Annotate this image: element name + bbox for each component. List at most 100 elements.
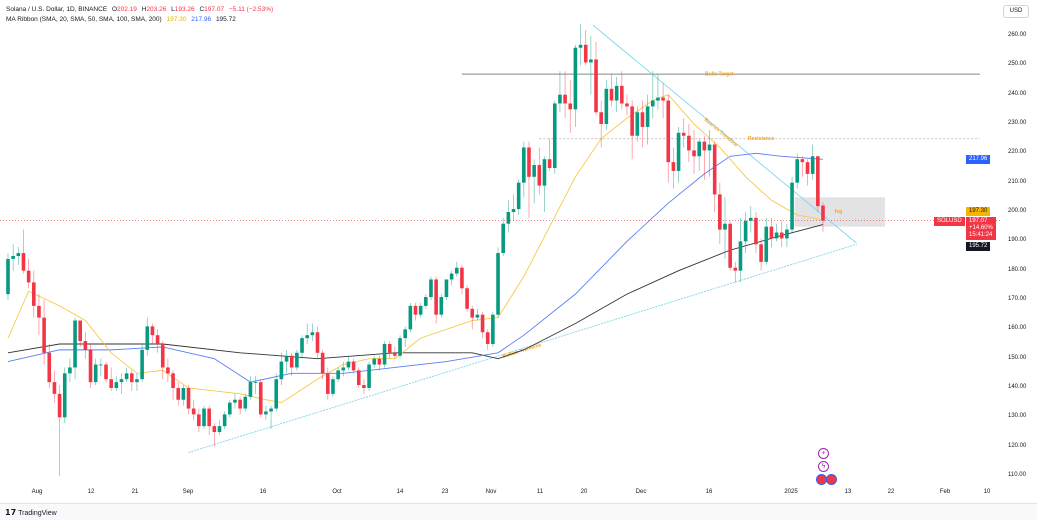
sma50-price-tag: 217.96 — [966, 155, 991, 164]
candle — [341, 367, 346, 371]
plus-event-icon[interactable]: + — [818, 448, 829, 459]
high-value: 203.26 — [146, 6, 167, 13]
price-tick: 200.00 — [1008, 207, 1027, 214]
candle — [336, 370, 340, 380]
candle — [687, 135, 691, 151]
candle — [88, 349, 93, 383]
lightning-event-icon[interactable]: ϟ — [818, 461, 829, 472]
candle — [454, 267, 459, 274]
time-tick: 12 — [87, 489, 95, 495]
time-tick: Oct — [332, 489, 342, 495]
candle — [661, 97, 665, 101]
candle — [37, 305, 41, 318]
candle — [568, 103, 573, 110]
price-tick: 190.00 — [1008, 237, 1027, 244]
price-chart[interactable]: fvg Bulls Target Resistance Bearish Trendli… — [0, 0, 1000, 487]
candle — [614, 85, 619, 101]
candle — [583, 44, 588, 63]
bullish-trendline-label: Bullish Trendline — [502, 342, 542, 360]
candle — [645, 106, 650, 127]
candle — [284, 355, 289, 362]
high-label: H — [141, 6, 147, 13]
price-tick: 140.00 — [1008, 383, 1027, 390]
candle — [650, 100, 655, 107]
candle — [532, 165, 536, 177]
bearish-trendline — [592, 24, 857, 244]
candle — [403, 329, 407, 339]
candle — [527, 147, 531, 177]
last-price-tag: 197.07 +14.60% 15:41:24 — [966, 217, 996, 240]
candle — [485, 332, 490, 344]
sma20-value: 197.30 — [166, 16, 187, 23]
sma200-price-tag: 195.72 — [966, 242, 991, 251]
bulls-target-label: Bulls Target — [705, 72, 734, 78]
candle — [552, 103, 557, 168]
time-tick: Feb — [939, 489, 951, 495]
candle — [449, 273, 454, 280]
candle — [800, 159, 805, 163]
time-tick: Nov — [485, 489, 497, 495]
candle — [666, 100, 671, 163]
candle — [21, 253, 26, 271]
time-tick: 23 — [441, 489, 449, 495]
candle — [743, 220, 748, 242]
candle — [181, 387, 186, 400]
price-tick: 160.00 — [1008, 325, 1027, 332]
candle — [119, 379, 124, 383]
candle — [129, 373, 134, 383]
candle — [264, 411, 268, 415]
sma20-line — [7, 94, 824, 404]
time-tick: 16 — [259, 489, 267, 495]
bar-countdown: 15:41:24 — [969, 232, 993, 238]
candle — [676, 132, 681, 171]
candle — [511, 209, 516, 212]
candle — [542, 159, 547, 186]
candle — [625, 103, 629, 107]
ma-legend[interactable]: MA Ribbon (SMA, 20, SMA, 50, SMA, 100, S… — [6, 16, 239, 23]
candle — [320, 352, 325, 374]
price-tick: 250.00 — [1008, 61, 1027, 68]
sma20-price-tag: 197.30 — [966, 207, 991, 216]
candle — [635, 112, 640, 136]
candle — [522, 147, 526, 183]
candle — [692, 150, 696, 157]
us-flag-event-icon[interactable] — [826, 474, 837, 485]
currency-button[interactable]: USD — [1003, 5, 1029, 18]
candle — [124, 373, 129, 380]
candle — [99, 364, 103, 366]
candle — [150, 326, 155, 336]
candle — [258, 382, 263, 415]
candle — [480, 314, 485, 333]
sma200-line — [7, 224, 824, 360]
candle — [140, 349, 144, 380]
candle — [217, 426, 222, 432]
candle — [434, 279, 438, 315]
candle — [351, 361, 356, 371]
candle — [186, 387, 191, 409]
candle — [11, 255, 15, 259]
time-tick: 2025 — [784, 489, 798, 495]
candle — [73, 320, 77, 368]
price-tick: 260.00 — [1008, 32, 1027, 38]
price-tick: 130.00 — [1008, 413, 1027, 420]
candle — [594, 59, 598, 113]
candle — [26, 270, 31, 283]
candle — [558, 94, 562, 104]
candle — [207, 408, 211, 427]
candle — [300, 338, 304, 353]
time-tick: Aug — [31, 489, 43, 495]
candle — [315, 332, 320, 353]
candle — [656, 97, 660, 101]
candle — [816, 156, 820, 207]
price-tick: 170.00 — [1008, 295, 1027, 302]
candle — [289, 355, 294, 368]
candle — [135, 379, 139, 383]
candle — [640, 112, 645, 127]
candle — [222, 414, 227, 427]
tradingview-logo[interactable]: 𝟭𝟳 TradingView — [5, 508, 57, 517]
candle — [367, 364, 371, 388]
candle — [387, 343, 392, 353]
candle — [6, 258, 10, 295]
time-tick: 16 — [705, 489, 713, 495]
candle — [496, 253, 500, 315]
